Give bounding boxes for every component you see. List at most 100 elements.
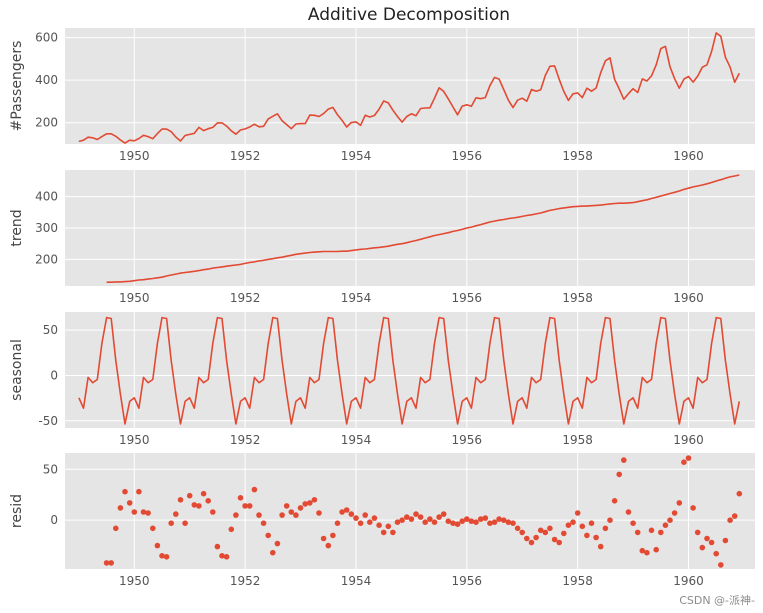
x-tick-label: 1952	[230, 291, 261, 305]
x-tick-label: 1952	[230, 149, 261, 163]
resid-point	[537, 527, 544, 534]
resid-point	[113, 525, 119, 532]
resid-point	[514, 525, 521, 532]
resid-point	[283, 503, 290, 509]
resid-point	[468, 518, 475, 524]
series-line-seasonal	[78, 316, 741, 425]
resid-point	[214, 543, 221, 550]
y-tick-label: 0	[50, 368, 58, 382]
series-line-trend	[106, 174, 740, 284]
resid-point	[140, 509, 147, 515]
resid-point	[736, 490, 743, 497]
resid-point	[621, 457, 627, 463]
panels: 1950 1952 1954 1956 1958 1960 200 400 600 #Passen…	[9, 28, 755, 588]
resid-point	[487, 520, 493, 526]
resid-point	[330, 532, 336, 539]
resid-point	[690, 505, 696, 511]
resid-point	[219, 553, 225, 559]
resid-point	[607, 517, 613, 523]
y-tick-label: 300	[35, 221, 58, 235]
watermark: CSDN @-派神-	[679, 593, 755, 607]
y-tick-label: -50	[38, 414, 58, 428]
resid-point	[630, 520, 636, 526]
resid-point	[145, 510, 151, 516]
resid-point	[223, 554, 230, 560]
resid-point	[681, 459, 687, 466]
resid-point	[634, 529, 641, 536]
resid-point	[731, 513, 738, 519]
resid-point	[307, 500, 313, 506]
resid-point	[126, 500, 133, 506]
resid-point	[440, 511, 447, 517]
resid-point	[667, 517, 673, 523]
resid-point	[274, 540, 281, 547]
resid-point	[501, 517, 507, 523]
resid-point	[436, 514, 442, 520]
resid-point	[246, 503, 253, 509]
resid-point	[399, 517, 405, 523]
resid-point	[168, 520, 174, 526]
x-tick-label: 1960	[673, 149, 704, 163]
resid-point	[325, 542, 332, 549]
resid-point	[533, 534, 539, 541]
resid-point	[427, 516, 433, 522]
resid-point	[445, 518, 452, 524]
resid-point	[117, 505, 124, 511]
panel-resid: 1950 1952 1954 1956 1958 1960 0 50 resid	[9, 453, 755, 588]
resid-point	[205, 498, 211, 504]
resid-point	[256, 512, 262, 518]
resid-point	[348, 511, 355, 517]
resid-point	[727, 517, 733, 523]
resid-point	[390, 529, 396, 536]
panel-observed: 1950 1952 1954 1956 1958 1960 200 400 600 #Passen…	[9, 28, 755, 163]
resid-point	[556, 539, 562, 546]
x-tick-label: 1956	[452, 291, 483, 305]
resid-point	[519, 529, 525, 536]
y-tick-label: 600	[35, 31, 58, 45]
resid-point	[173, 511, 179, 517]
resid-point	[316, 510, 322, 516]
resid-point	[565, 522, 572, 528]
resid-point	[524, 535, 530, 542]
resid-point	[676, 500, 683, 506]
resid-point	[491, 519, 498, 525]
plot-area	[65, 453, 755, 569]
x-tick-label: 1952	[230, 574, 261, 588]
resid-point	[570, 519, 576, 525]
resid-point	[699, 544, 706, 551]
resid-point	[297, 505, 304, 511]
resid-point	[658, 529, 664, 536]
resid-point	[685, 455, 692, 461]
resid-point	[496, 516, 502, 522]
resid-point	[671, 510, 678, 516]
resid-point	[228, 526, 235, 533]
resid-point	[593, 534, 599, 541]
resid-point	[177, 497, 184, 503]
resid-point	[616, 471, 622, 478]
resid-point	[722, 537, 729, 544]
y-tick-label: 50	[43, 462, 58, 476]
resid-point	[482, 515, 489, 521]
resid-point	[644, 549, 650, 556]
y-axis-label: trend	[9, 209, 25, 246]
resid-point	[343, 507, 350, 513]
resid-point	[417, 514, 424, 520]
x-tick-label: 1960	[673, 574, 704, 588]
x-tick-label: 1954	[341, 574, 372, 588]
resid-point	[191, 502, 198, 508]
resid-point	[477, 516, 484, 522]
resid-point	[288, 509, 295, 515]
resid-point	[380, 529, 387, 536]
resid-point	[371, 515, 378, 521]
resid-point	[265, 532, 272, 539]
x-tick-label: 1960	[673, 433, 704, 447]
x-tick-label: 1954	[341, 149, 372, 163]
resid-point	[182, 520, 188, 526]
x-tick-label: 1950	[119, 149, 150, 163]
resid-point	[367, 519, 373, 525]
x-tick-label: 1958	[562, 433, 593, 447]
x-tick-label: 1958	[562, 574, 593, 588]
resid-point	[408, 516, 415, 522]
resid-point	[357, 520, 364, 526]
